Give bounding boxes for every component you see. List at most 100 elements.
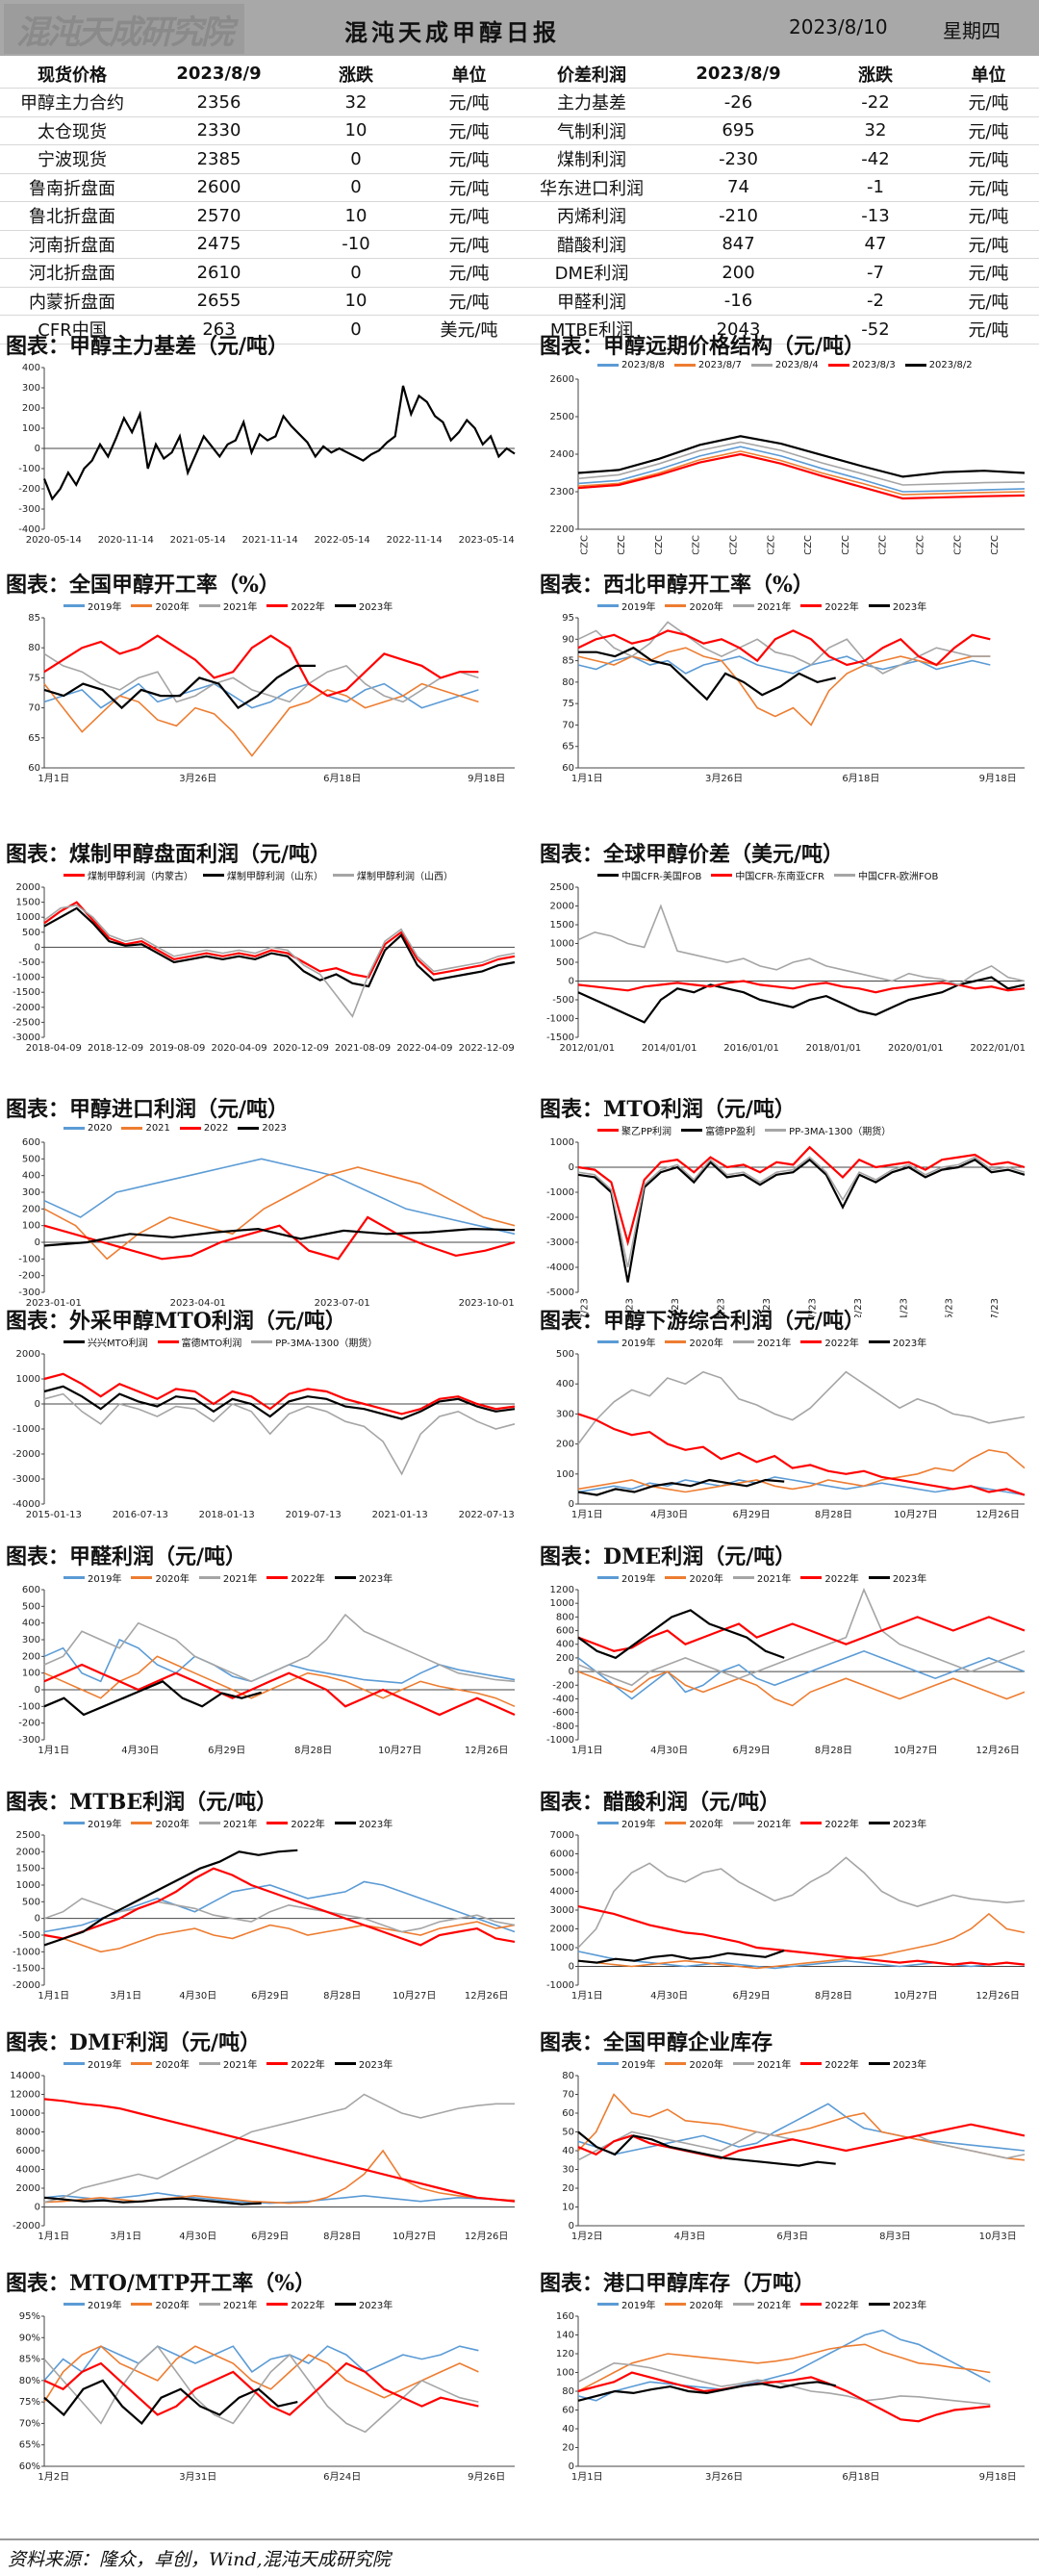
legend-item: 煤制甲醇利润（山西） [333,868,453,882]
legend-swatch [597,1129,619,1132]
chart-svg: 600 500 400 300 200 100 0 -100 -200 -3002023-01-0… [18,1137,516,1309]
y-tick-label: 85% [19,2355,40,2365]
chart-c12: 1200 1000 800 600 400 200 0 -200 -400 -600 -800 -10… [534,1569,1034,1767]
header-bar: 混沌天成研究院 混沌天成甲醇日报 2023/8/10 星期四 [0,0,1039,56]
series-line [577,1949,785,1964]
series-line [43,906,516,988]
legend-swatch [251,1340,273,1343]
table-cell: 200 [664,258,813,288]
chart-title: 图表：甲醇主力基差（元/吨） [6,334,290,359]
x-tick-label: 3月1日 [110,1990,141,2002]
y-tick-label: 100 [22,1221,40,1232]
legend-label: 2019年 [621,1574,656,1585]
table-cell: 74 [664,173,813,202]
legend-item: 2019年 [63,599,121,613]
legend-item: 2020年 [665,599,723,613]
legend-item: 2019年 [597,1570,655,1585]
table-cell: -52 [813,315,938,344]
legend-item: 2019年 [63,1816,121,1830]
y-tick-label: 80 [562,2386,574,2397]
x-tick-label: 8月28日 [323,2231,361,2242]
legend-item: 2023/8/2 [904,360,973,370]
series-line [577,446,1026,493]
table-cell: 元/吨 [938,116,1039,145]
legend-item: 富德PP盈利 [681,1123,755,1137]
x-tick-label: 1月1日 [571,1509,603,1520]
x-tick-label: 8月28日 [323,1990,361,2002]
column-header: 涨跌 [293,60,418,89]
legend-label: 2021年 [222,602,258,613]
y-tick-label: -600 [552,1708,574,1719]
x-tick-label: 2016-07-13 [113,1510,168,1520]
legend-item: 中国CFR-东南亚CFR [711,868,824,882]
legend-swatch [63,2303,85,2306]
x-tick-label: 2021/12/23 [717,1298,727,1317]
legend-item: 2023年 [868,599,926,613]
legend-swatch [827,364,849,367]
legend-item: 2020年 [131,2056,190,2071]
chart-svg: 25002000150010005000-500-1000-1500-20001… [13,1830,516,2002]
x-tick-label: 12月26日 [465,1745,508,1756]
chart-c18: 160 140 120 100 80 60 40 20 0 1月1日 3月26日 6月18日 9月18日… [534,2295,1034,2493]
x-tick-label: 3月26日 [179,773,216,784]
table-row: 河南折盘面 2475 -10 元/吨 醋酸利润 847 47 元/吨 [0,230,1039,259]
company-logo: 混沌天成研究院 [4,4,244,54]
legend-label: 2020年 [689,1820,723,1830]
legend-label: 2023年 [892,1574,927,1585]
chart-c3: 85 80 75 70 65 60 1月1日 3月26日 6月18日 9月18日 2019年 2020… [0,597,524,795]
legend-swatch [203,874,224,877]
legend-item: 富德MTO利润 [157,1335,241,1349]
legend-item: 2020年 [665,1570,723,1585]
y-tick-label: 1000 [16,1880,40,1891]
legend-item: 2022年 [266,1570,325,1585]
y-tick-label: 60 [28,763,40,774]
table-cell: 元/吨 [938,287,1039,316]
y-tick-label: -200 [18,1719,40,1729]
x-tick-label: 1月1日 [571,773,603,784]
series-line [43,634,479,698]
table-cell: 2330 [144,116,293,145]
legend-item: 2023年 [334,2056,393,2071]
legend-item: 2023/8/3 [827,360,896,370]
chart-title: 图表：甲醛利润（元/吨） [6,1544,247,1569]
legend-label: 2021年 [756,1820,792,1830]
table-cell: 10 [293,287,418,316]
x-tick-label: 3月26日 [705,773,743,784]
legend-label: 2019年 [621,602,656,613]
y-tick-label: 30 [562,2165,574,2176]
y-tick-label: -2500 [13,1017,40,1028]
y-tick-label: 1500 [550,920,574,931]
y-tick-label: 500 [22,1897,40,1907]
x-tick-label: MA11.CZC [952,535,963,554]
series-line [577,452,1026,500]
legend-swatch [266,604,289,607]
y-tick-label: 0 [569,2221,574,2232]
report-weekday: 星期四 [943,19,1001,42]
legend-item: 2021年 [198,599,258,613]
y-tick-label: 4000 [16,2165,40,2176]
legend-label: 2023/8/3 [851,360,896,370]
y-tick-label: 6000 [550,1849,574,1860]
series-line [43,2345,479,2382]
legend-label: 2020年 [155,1574,190,1585]
legend-label: 2023年 [892,1820,927,1830]
chart-title: 图表：全国甲醇企业库存 [540,2030,773,2055]
x-tick-label: 2021-08-09 [335,1043,391,1054]
legend-item: 2021年 [732,1570,791,1585]
legend-swatch [665,2303,687,2306]
y-tick-label: 60 [562,2406,574,2416]
x-tick-label: MA06.CZC [766,535,776,554]
legend-item: PP-3MA-1300（期货） [251,1335,377,1349]
table-cell: 元/吨 [938,230,1039,259]
column-header: 单位 [418,60,520,89]
y-tick-label: 14000 [10,2071,40,2081]
x-tick-label: 4月30日 [650,1509,688,1520]
y-tick-label: 100 [556,1469,574,1480]
x-tick-label: 6月29日 [732,1745,770,1756]
legend-swatch [131,2062,153,2065]
chart-svg: 2000 1500 1000 500 0 -500 -1000 -1500 -2000 -2500… [13,882,516,1054]
legend-item: 2021年 [198,1570,257,1585]
legend-label: 兴兴MTO利润 [88,1339,148,1349]
